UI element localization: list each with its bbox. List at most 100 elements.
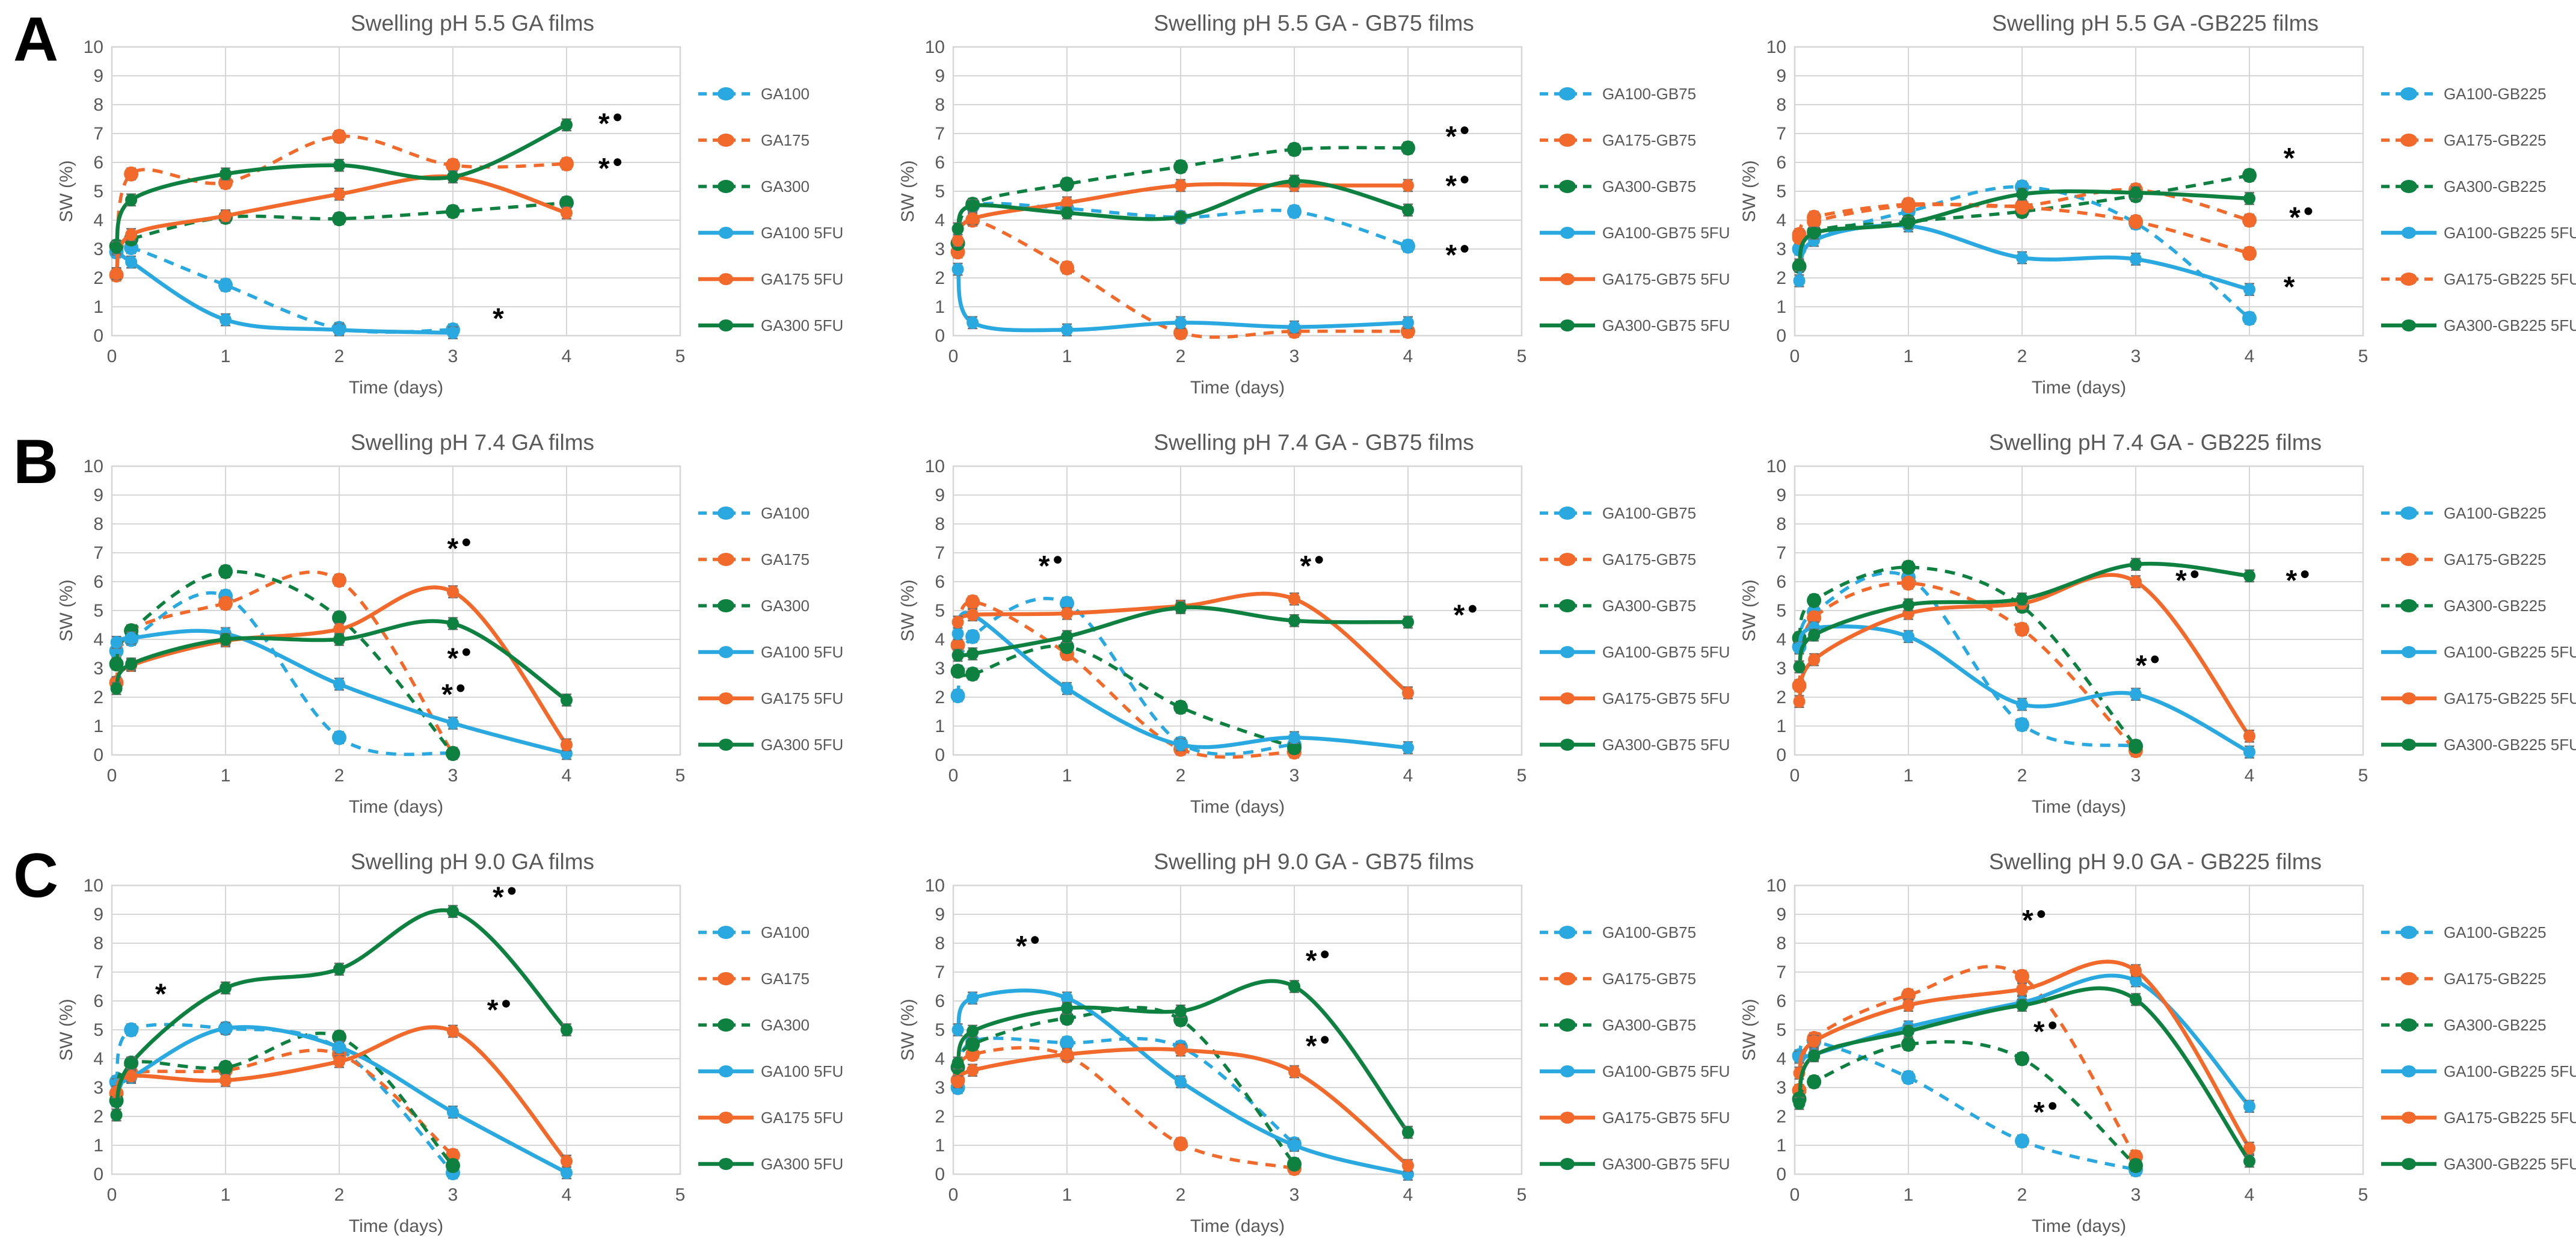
legend-marker bbox=[1559, 134, 1576, 147]
data-point-marker bbox=[967, 608, 979, 621]
data-point-marker bbox=[125, 1056, 138, 1070]
data-point-marker bbox=[950, 663, 965, 679]
legend-label: GA100-GB225 5FU bbox=[2444, 224, 2576, 242]
y-axis-tick-label: 6 bbox=[935, 153, 945, 173]
legend-marker bbox=[719, 646, 733, 658]
legend-marker bbox=[2402, 692, 2416, 704]
data-point-marker bbox=[333, 633, 345, 646]
legend-marker bbox=[2400, 87, 2417, 100]
legend-label: GA175-GB75 5FU bbox=[1602, 1109, 1730, 1127]
data-point-marker bbox=[218, 277, 233, 293]
chart-area: 0 1 2 3 4 5 6 7 8 9 10 0 1 2 3 4 5 SW (%) Time (days) * ● * ● *… bbox=[52, 37, 893, 417]
legend-label: GA175-GB225 bbox=[2444, 550, 2547, 568]
x-axis-tick-label: 3 bbox=[1290, 346, 1300, 366]
chart-panel-ph90-gb225: Swelling pH 9.0 GA - GB225 films 0 1 2 3 4 5 6… bbox=[1735, 839, 2576, 1258]
x-axis-tick-label: 4 bbox=[562, 346, 572, 366]
y-axis-tick-label: 10 bbox=[925, 38, 945, 57]
legend-item-GA300-GB225: GA300-GB225 bbox=[2381, 597, 2547, 615]
y-axis-tick-label: 0 bbox=[1776, 326, 1786, 346]
significance-annotation: * ● bbox=[598, 152, 623, 185]
data-point-marker bbox=[1061, 1048, 1073, 1061]
chart-panel-ph74-gb225: Swelling pH 7.4 GA - GB225 films 0 1 2 3 4 5 6… bbox=[1735, 419, 2576, 839]
data-point-marker bbox=[333, 962, 345, 976]
legend-item-GA175: GA175 bbox=[698, 970, 810, 988]
y-axis-tick-label: 7 bbox=[1776, 543, 1786, 563]
data-point-marker bbox=[1288, 980, 1300, 993]
legend-label: GA100-GB225 5FU bbox=[2444, 643, 2576, 661]
series-line-GA100 bbox=[114, 1023, 455, 1174]
data-point-marker bbox=[447, 905, 459, 918]
legend-label: GA100 bbox=[761, 923, 810, 941]
x-axis-tick-label: 0 bbox=[107, 766, 117, 786]
significance-annotation: * ● bbox=[447, 532, 472, 565]
data-point-marker bbox=[332, 129, 346, 144]
y-axis-tick-label: 2 bbox=[93, 688, 103, 707]
legend-label: GA300-GB225 5FU bbox=[2444, 1155, 2576, 1173]
data-point-marker bbox=[218, 596, 233, 611]
data-point-marker bbox=[109, 656, 124, 672]
x-axis-tick-label: 2 bbox=[1176, 1185, 1186, 1205]
legend-label: GA100 bbox=[761, 85, 810, 103]
legend-label: GA175 bbox=[761, 970, 810, 988]
data-point-marker bbox=[1793, 274, 1806, 288]
x-axis-tick-label: 1 bbox=[1904, 766, 1914, 786]
data-point-marker bbox=[447, 1106, 459, 1119]
data-point-marker bbox=[1060, 260, 1074, 276]
chart-title: Swelling pH 5.5 GA - GB75 films bbox=[1154, 11, 1474, 35]
legend-marker bbox=[719, 1112, 733, 1124]
data-point-marker bbox=[1807, 1074, 1822, 1089]
legend-item-GA100-GB225-5FU: GA100-GB225 5FU bbox=[2381, 1062, 2576, 1080]
legend-marker bbox=[718, 599, 734, 612]
legend-marker bbox=[1560, 646, 1575, 658]
y-axis-tick-label: 7 bbox=[93, 543, 103, 563]
data-point-marker bbox=[333, 159, 345, 172]
legend-label: GA100 5FU bbox=[761, 224, 843, 242]
chart-area: 0 1 2 3 4 5 6 7 8 9 10 0 1 2 3 4 5 SW (%) Time (days) * ● * ● *… bbox=[893, 37, 1735, 417]
data-point-marker bbox=[1808, 653, 1821, 666]
legend-marker bbox=[2400, 1018, 2417, 1032]
legend-marker bbox=[1560, 1158, 1575, 1170]
legend-item-GA175-GB225: GA175-GB225 bbox=[2381, 970, 2547, 988]
data-point-marker bbox=[561, 1023, 573, 1036]
legend-item-GA175-GB75-5FU: GA175-GB75 5FU bbox=[1540, 689, 1730, 707]
y-axis-tick-label: 2 bbox=[93, 1107, 103, 1127]
significance-annotation: * ● bbox=[447, 642, 472, 675]
data-point-marker bbox=[2130, 575, 2142, 588]
y-axis-tick-label: 5 bbox=[935, 1020, 945, 1040]
data-point-marker bbox=[2242, 245, 2257, 261]
chart-canvas: 0 1 2 3 4 5 6 7 8 9 10 0 1 2 3 4 5 SW (%) Time (days) *● *● *… bbox=[57, 37, 843, 398]
legend-label: GA300 bbox=[761, 177, 810, 195]
y-axis-tick-label: 4 bbox=[1776, 211, 1786, 230]
data-point-marker bbox=[1401, 238, 1415, 254]
legend-label: GA300-GB225 bbox=[2444, 1016, 2547, 1034]
chart-canvas: 0 1 2 3 4 5 6 7 8 9 10 0 1 2 3 4 5 SW (%) Time (days) *● *● *… bbox=[1739, 876, 2576, 1236]
y-axis-tick-label: 2 bbox=[1776, 268, 1786, 288]
legend-marker bbox=[2400, 506, 2417, 520]
legend-marker bbox=[1559, 926, 1576, 939]
y-axis-tick-label: 4 bbox=[93, 630, 103, 650]
legend-marker bbox=[719, 1065, 733, 1077]
x-axis-tick-label: 5 bbox=[1517, 766, 1527, 786]
chart-title: Swelling pH 5.5 GA films bbox=[350, 11, 595, 35]
significance-annotation: * ● bbox=[487, 993, 512, 1026]
legend-marker bbox=[1560, 227, 1575, 239]
data-point-marker bbox=[967, 316, 979, 329]
series-line-GA100-5FU bbox=[115, 629, 567, 756]
legend-label: GA175-GB75 5FU bbox=[1602, 689, 1730, 707]
x-axis-tick-label: 0 bbox=[107, 1185, 117, 1205]
data-point-marker bbox=[1402, 686, 1414, 700]
data-point-marker bbox=[125, 632, 138, 645]
legend-marker bbox=[718, 553, 734, 566]
legend-label: GA175-GB225 5FU bbox=[2444, 689, 2576, 707]
data-point-marker bbox=[2242, 212, 2257, 228]
data-point-marker bbox=[447, 617, 459, 630]
data-point-marker bbox=[1288, 731, 1300, 744]
significance-annotation: * ● bbox=[598, 107, 623, 140]
series-line-GA300-GB225 bbox=[1798, 1040, 2137, 1167]
data-point-marker bbox=[1175, 211, 1187, 224]
y-axis-tick-label: 3 bbox=[93, 239, 103, 259]
legend-item-GA100-GB225-5FU: GA100-GB225 5FU bbox=[2381, 224, 2576, 242]
legend-item-GA175-5FU: GA175 5FU bbox=[698, 270, 843, 288]
legend-label: GA100-GB75 bbox=[1602, 85, 1696, 103]
data-point-marker bbox=[1902, 630, 1914, 643]
